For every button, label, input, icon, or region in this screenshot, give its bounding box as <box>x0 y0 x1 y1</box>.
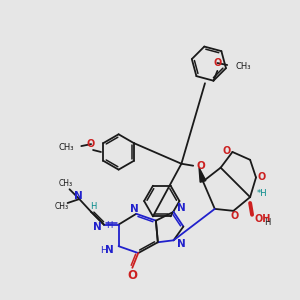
Text: OH: OH <box>254 214 270 224</box>
Text: O: O <box>222 146 230 156</box>
Text: O: O <box>258 172 266 182</box>
Text: H: H <box>90 202 96 211</box>
Text: N: N <box>105 245 114 255</box>
Text: H: H <box>106 221 112 230</box>
Text: N: N <box>176 239 185 249</box>
Polygon shape <box>199 168 206 182</box>
Text: N: N <box>74 191 83 201</box>
Text: CH₃: CH₃ <box>55 202 69 211</box>
Text: H: H <box>264 218 270 227</box>
Text: *H: *H <box>257 189 268 198</box>
Text: N: N <box>130 204 139 214</box>
Text: CH₃: CH₃ <box>59 142 74 152</box>
Text: CH₃: CH₃ <box>58 179 73 188</box>
Text: O: O <box>213 58 221 68</box>
Text: O: O <box>196 161 205 171</box>
Text: O: O <box>127 269 137 282</box>
Text: N: N <box>176 203 185 213</box>
Text: CH₃: CH₃ <box>235 62 250 71</box>
Text: N: N <box>93 222 102 232</box>
Text: H: H <box>100 246 107 255</box>
Text: O: O <box>230 211 238 221</box>
Text: O: O <box>87 139 95 149</box>
